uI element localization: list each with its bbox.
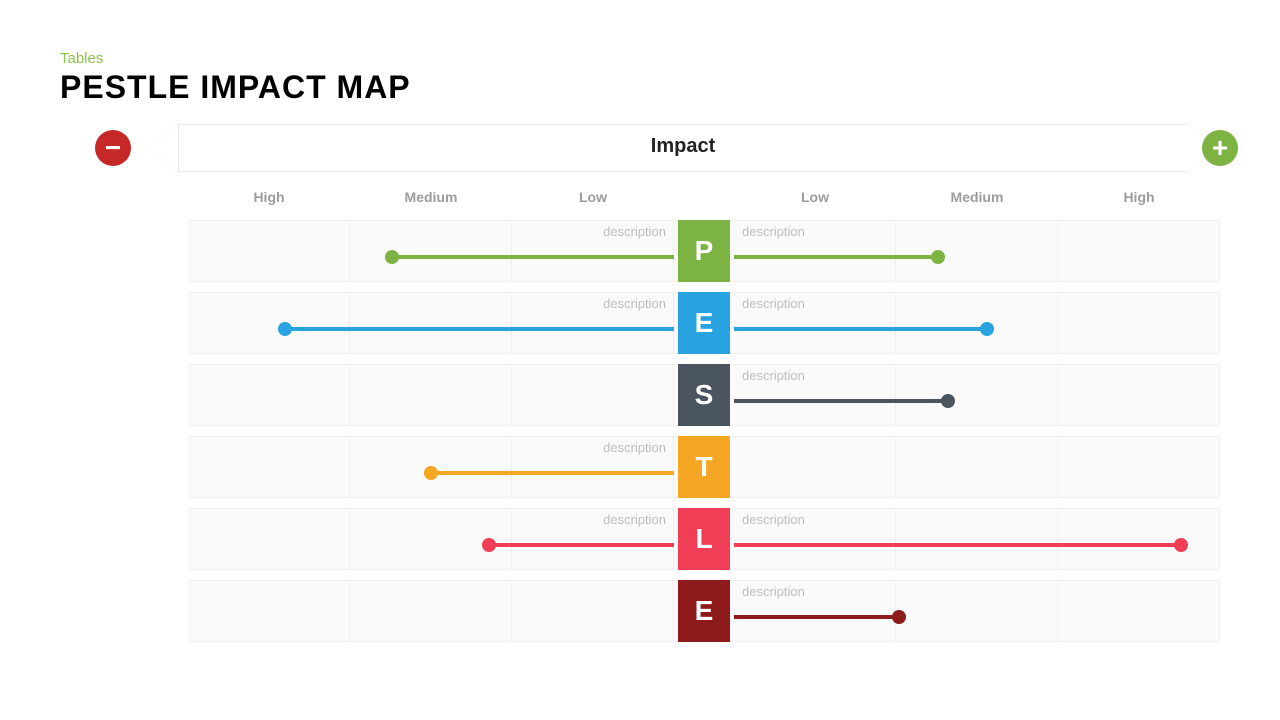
- impact-header: Impact − +: [60, 124, 1220, 174]
- pestle-letter: L: [678, 508, 730, 570]
- impact-bar: [392, 255, 674, 259]
- pestle-letter: S: [678, 364, 730, 426]
- impact-desc: description: [603, 440, 666, 455]
- impact-dot: [931, 250, 945, 264]
- impact-dot: [424, 466, 438, 480]
- impact-desc: description: [742, 368, 805, 383]
- impact-desc: description: [603, 512, 666, 527]
- pestle-row: Pdescription description: [60, 220, 1220, 282]
- impact-dot: [941, 394, 955, 408]
- impact-desc: description: [742, 512, 805, 527]
- page-title: PESTLE IMPACT MAP: [60, 69, 1220, 106]
- impact-dot: [892, 610, 906, 624]
- impact-bar: [489, 543, 674, 547]
- impact-desc: description: [742, 296, 805, 311]
- pestle-letter: T: [678, 436, 730, 498]
- impact-dot: [278, 322, 292, 336]
- plus-icon: +: [1202, 130, 1238, 166]
- impact-desc: description: [742, 584, 805, 599]
- pestle-row: Edescription: [60, 580, 1220, 642]
- scale-left-high: High: [188, 189, 350, 205]
- scale-row: High Medium Low Low Medium High: [60, 174, 1220, 220]
- impact-bar: [734, 399, 948, 403]
- pestle-letter: E: [678, 580, 730, 642]
- scale-right-high: High: [1058, 189, 1220, 205]
- minus-icon: −: [95, 130, 131, 166]
- scale-left-low: Low: [512, 189, 674, 205]
- impact-desc: description: [603, 224, 666, 239]
- scale-right-low: Low: [734, 189, 896, 205]
- section-subtitle: Tables: [60, 50, 1220, 67]
- impact-bar: [734, 543, 1181, 547]
- impact-bar: [734, 327, 987, 331]
- impact-dot: [1174, 538, 1188, 552]
- impact-desc: description: [742, 224, 805, 239]
- impact-bar: [734, 255, 938, 259]
- pestle-grid: High Medium Low Low Medium High Pdescrip…: [60, 174, 1220, 642]
- scale-left-medium: Medium: [350, 189, 512, 205]
- impact-bar: [285, 327, 674, 331]
- pestle-row: Sdescription: [60, 364, 1220, 426]
- arrow-left-icon: [146, 124, 178, 172]
- impact-bar: [734, 615, 899, 619]
- impact-desc: description: [603, 296, 666, 311]
- pestle-letter: E: [678, 292, 730, 354]
- impact-bar: [431, 471, 674, 475]
- pestle-letter: P: [678, 220, 730, 282]
- impact-dot: [482, 538, 496, 552]
- pestle-row: Tdescription: [60, 436, 1220, 498]
- impact-band: Impact: [178, 124, 1188, 172]
- scale-right-medium: Medium: [896, 189, 1058, 205]
- pestle-row: Edescription description: [60, 292, 1220, 354]
- impact-label: Impact: [179, 135, 1187, 158]
- impact-dot: [980, 322, 994, 336]
- impact-dot: [385, 250, 399, 264]
- pestle-row: Ldescription description: [60, 508, 1220, 570]
